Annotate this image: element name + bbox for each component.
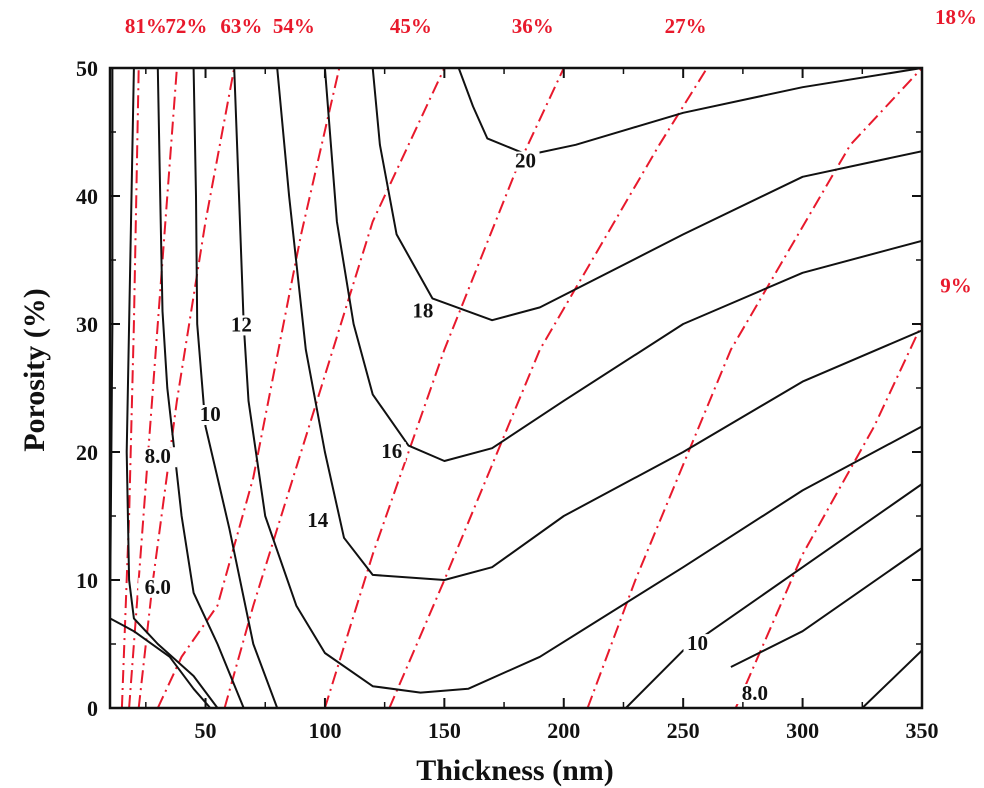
dashed-contour-label-3: 63%	[220, 14, 262, 38]
solid-contour-10	[110, 617, 212, 708]
solid-contour-3	[323, 68, 922, 462]
solid-contour-7	[156, 68, 245, 708]
dashed-contour-label-5: 45%	[390, 14, 432, 38]
dashed-contour-7	[388, 68, 708, 708]
contour-label-bg-1	[511, 151, 540, 172]
solid-contour-1	[457, 68, 922, 156]
solid-contour-13	[861, 649, 922, 708]
solid-contour-8	[125, 68, 219, 708]
dashed-contour-5	[223, 68, 446, 708]
contour-label-6: 10	[200, 402, 221, 426]
dashed-contour-8	[586, 68, 922, 708]
x-axis-title: Thickness (nm)	[416, 754, 614, 787]
solid-contour-4	[276, 68, 922, 581]
x-tick-label: 300	[786, 718, 819, 743]
x-tick-label: 200	[547, 718, 580, 743]
y-tick-label: 0	[87, 696, 98, 721]
contour-label-bg-8	[138, 577, 178, 598]
contour-label-3: 16	[381, 439, 402, 463]
dashed-contour-label-8: 18%	[935, 5, 977, 29]
x-tick-label: 150	[428, 718, 461, 743]
solid-contour-11	[625, 483, 922, 708]
dashed-contour-label-1: 81%	[125, 14, 167, 38]
contour-label-bg-7	[138, 447, 178, 468]
dashed-contour-2	[128, 68, 178, 708]
x-tick-label: 50	[195, 718, 217, 743]
dashed-contour-label-7: 27%	[665, 14, 707, 38]
contour-label-11: 10	[687, 631, 708, 655]
y-tick-label: 20	[76, 440, 98, 465]
y-tick-label: 10	[76, 568, 98, 593]
contour-label-bg-6	[196, 405, 225, 425]
contour-label-bg-12	[735, 684, 775, 705]
dashed-contour-1	[120, 68, 140, 708]
axis-ticks: 50 100 150 200 250 300 350 0 10 20 30 40 50	[76, 56, 939, 743]
contour-label-7: 8.0	[145, 444, 171, 468]
dashed-contour-4	[156, 68, 341, 708]
contour-label-1: 20	[515, 149, 536, 173]
x-tick-label: 250	[667, 718, 700, 743]
contour-label-bg-4	[303, 511, 332, 532]
dashed-contour-3	[137, 68, 236, 708]
dashed-contour-9	[734, 323, 922, 708]
contour-label-4: 14	[307, 508, 329, 532]
contour-label-bg-3	[377, 442, 406, 463]
contour-label-bg-11	[683, 634, 712, 655]
y-axis-title: Porosity (%)	[18, 288, 51, 452]
contour-label-bg-2	[408, 301, 437, 322]
solid-contour-2	[371, 68, 922, 322]
y-tick-label: 30	[76, 312, 98, 337]
solid-contour-6	[192, 68, 279, 708]
dashed-contour-6	[323, 68, 565, 708]
contour-label-12: 8.0	[742, 681, 768, 705]
solid-contour-5	[233, 68, 922, 694]
y-tick-label: 40	[76, 184, 98, 209]
contour-label-5: 12	[231, 312, 252, 336]
contour-label-bg-5	[227, 315, 256, 336]
contour-label-2: 18	[412, 298, 433, 322]
contour-label-8: 6.0	[145, 575, 171, 599]
x-tick-label: 350	[906, 718, 939, 743]
y-tick-label: 50	[76, 56, 98, 81]
contour-marks: 20 18 16 14 12 10 8.0 6.0 10 8.0 81%72% 63% 54% 45% 36…	[110, 5, 977, 708]
x-tick-label: 100	[308, 718, 341, 743]
dashed-contour-label-6: 36%	[512, 14, 554, 38]
dashed-contour-label-4: 54%	[273, 14, 315, 38]
dashed-contour-label-9: 9%	[940, 274, 972, 298]
dashed-contour-label-2: 72%	[165, 14, 207, 38]
solid-contour-12	[730, 547, 922, 668]
